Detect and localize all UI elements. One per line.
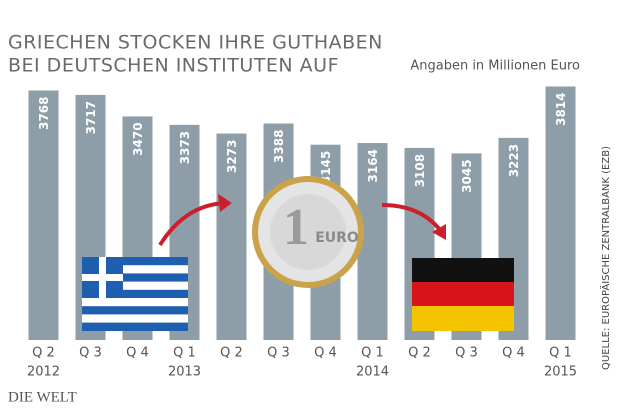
x-tick-label: Q 1 [549, 346, 572, 361]
x-tick-label: Q 1 [361, 346, 384, 361]
value-label: 3164 [366, 149, 380, 182]
svg-text:1: 1 [283, 199, 309, 256]
value-label: 3108 [413, 154, 427, 187]
source: QUELLE: EUROPÄISCHE ZENTRALBANK (EZB) [599, 146, 612, 370]
x-year-label: 2013 [168, 365, 201, 380]
euro-coin: 1 EURO [252, 176, 364, 288]
x-tick-label: Q 2 [220, 346, 243, 361]
subtitle: Angaben in Millionen Euro [410, 59, 580, 74]
value-label: 3145 [319, 151, 333, 184]
x-tick-label: Q 4 [502, 346, 525, 361]
greek-flag [82, 257, 188, 331]
x-tick-label: Q 2 [408, 346, 431, 361]
bar [28, 90, 59, 340]
x-year-label: 2015 [544, 365, 577, 380]
value-label: 3273 [225, 140, 239, 173]
value-label: 3223 [507, 144, 521, 177]
german-flag [412, 258, 514, 331]
arrow [381, 203, 442, 232]
value-label: 3814 [554, 92, 568, 125]
decoration: 1 EURO [82, 176, 514, 331]
value-label: 3717 [84, 101, 98, 134]
logo: DIE WELT [8, 389, 77, 405]
x-tick-label: Q 3 [79, 346, 102, 361]
chart-title: BEI DEUTSCHEN INSTITUTEN AUF [8, 55, 339, 77]
x-tick-label: Q 4 [314, 346, 337, 361]
arrow-head [432, 224, 446, 240]
value-label: 3373 [178, 131, 192, 164]
value-label: 3388 [272, 130, 286, 163]
svg-text:EURO: EURO [315, 230, 359, 246]
x-tick-label: Q 1 [173, 346, 196, 361]
x-tick-label: Q 2 [32, 346, 55, 361]
value-label: 3045 [460, 159, 474, 192]
value-label: 3470 [131, 122, 145, 155]
x-year-label: 2012 [27, 365, 60, 380]
bar [545, 86, 576, 341]
x-tick-label: Q 3 [267, 346, 290, 361]
arrow-head [218, 194, 232, 212]
x-tick-label: Q 3 [455, 346, 478, 361]
x-year-label: 2014 [356, 365, 389, 380]
value-label: 3768 [37, 96, 51, 129]
bar [216, 133, 247, 340]
x-tick-label: Q 4 [126, 346, 149, 361]
arrow [158, 201, 226, 247]
chart-title: GRIECHEN STOCKEN IHRE GUTHABEN [8, 32, 383, 54]
